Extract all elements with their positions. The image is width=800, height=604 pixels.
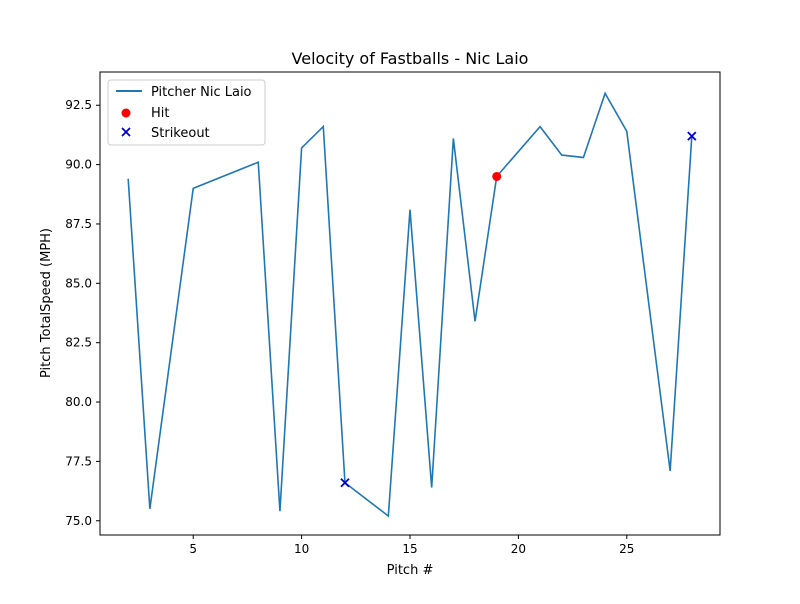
- y-tick-label: 90.0: [65, 158, 92, 172]
- legend-label-hit: Hit: [151, 106, 169, 121]
- legend-hit-marker: [122, 109, 131, 118]
- y-axis-label: Pitch TotalSpeed (MPH): [39, 228, 54, 378]
- y-tick-label: 82.5: [65, 336, 92, 350]
- y-tick-label: 77.5: [65, 454, 92, 468]
- y-tick-label: 92.5: [65, 98, 92, 112]
- y-tick-label: 75.0: [65, 514, 92, 528]
- y-tick-label: 87.5: [65, 217, 92, 231]
- x-axis-label: Pitch #: [387, 563, 434, 578]
- y-tick-label: 85.0: [65, 276, 92, 290]
- hit-marker: [492, 172, 501, 181]
- legend-label-pitcher: Pitcher Nic Laio: [151, 85, 252, 100]
- x-tick-label: 15: [402, 542, 417, 556]
- y-tick-label: 80.0: [65, 395, 92, 409]
- x-tick-label: 20: [511, 542, 526, 556]
- x-tick-label: 25: [619, 542, 634, 556]
- legend-label-strikeout: Strikeout: [151, 126, 210, 141]
- chart-title: Velocity of Fastballs - Nic Laio: [292, 49, 529, 68]
- x-tick-label: 10: [294, 542, 309, 556]
- x-tick-label: 5: [189, 542, 197, 556]
- legend: Pitcher Nic Laio Hit Strikeout: [108, 80, 265, 145]
